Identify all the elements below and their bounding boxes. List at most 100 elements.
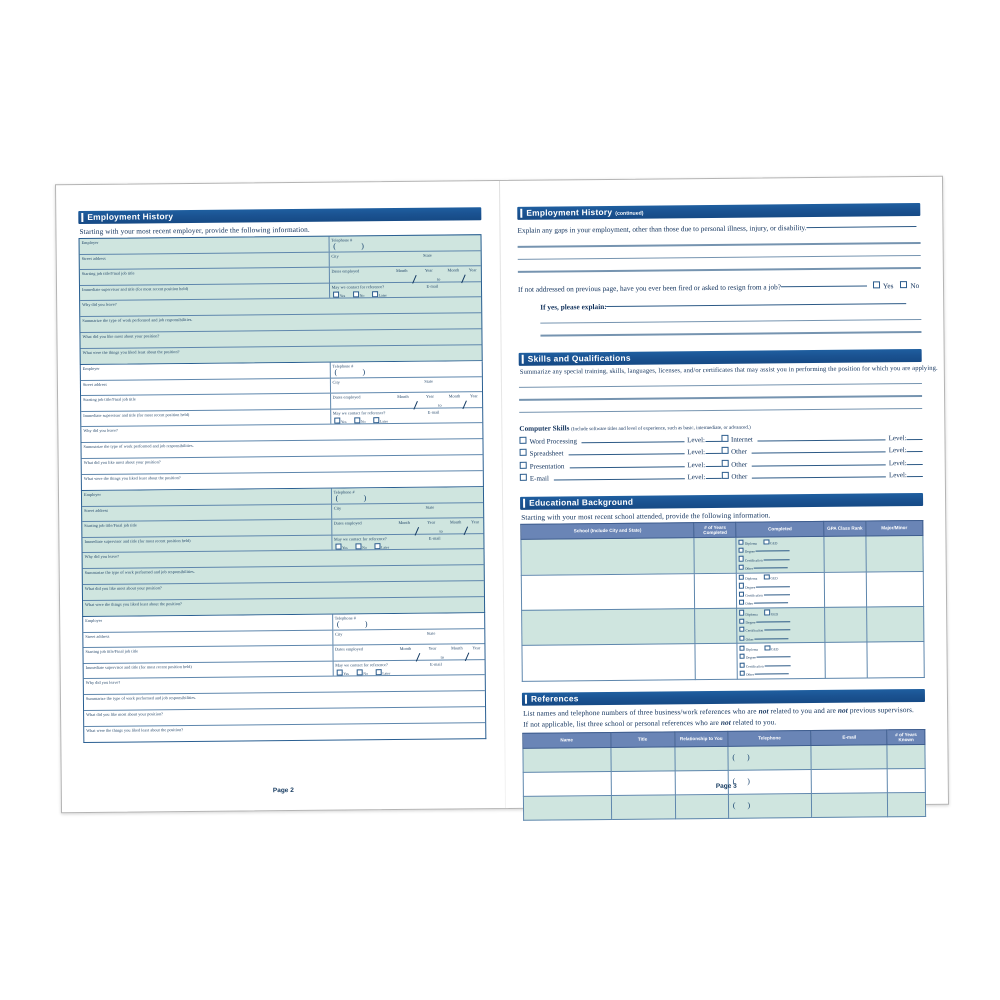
reference-name-cell[interactable] <box>522 747 611 773</box>
if-yes-line[interactable] <box>606 302 907 307</box>
checkbox-icon[interactable] <box>335 543 342 550</box>
if-yes-line-3[interactable] <box>540 330 922 337</box>
checkbox-icon[interactable] <box>519 461 527 469</box>
education-major-cell[interactable] <box>866 641 925 678</box>
reference-years-known-cell[interactable] <box>887 792 926 817</box>
computer-skill-row[interactable]: Other Level: <box>721 445 923 456</box>
level-input[interactable] <box>705 472 722 480</box>
computer-skill-input[interactable] <box>757 433 886 442</box>
level-input[interactable] <box>906 470 923 478</box>
field-telephone[interactable]: Telephone #() <box>330 361 482 379</box>
education-gpa-cell[interactable] <box>824 606 867 643</box>
education-gpa-cell[interactable] <box>824 571 867 608</box>
degree-line[interactable] <box>756 581 791 588</box>
certification-line[interactable] <box>764 661 791 667</box>
field-city-state[interactable]: City State <box>329 251 481 267</box>
checkbox-icon[interactable] <box>738 539 744 545</box>
opt-degree[interactable]: Degree <box>738 547 755 554</box>
level-input[interactable] <box>705 459 722 467</box>
education-school-cell[interactable] <box>521 608 696 646</box>
opt-degree[interactable]: Degree <box>739 618 756 625</box>
checkbox-icon[interactable] <box>738 574 745 580</box>
checkbox-icon[interactable] <box>764 609 770 616</box>
field-dates-employed[interactable]: Dates employed Month Year Month Year to <box>329 266 481 284</box>
checkbox-icon[interactable] <box>739 599 745 606</box>
checkbox-icon[interactable] <box>519 449 527 457</box>
education-gpa-cell[interactable] <box>824 536 867 572</box>
checkbox-icon[interactable] <box>721 447 729 455</box>
field-city-state[interactable]: City State <box>330 377 482 393</box>
field-dates-employed[interactable]: Dates employed Month Year Month Year to <box>330 392 483 410</box>
opt-diploma[interactable]: Diploma <box>738 574 757 581</box>
ref-option-later[interactable]: Later <box>371 291 387 298</box>
degree-line[interactable] <box>756 652 791 658</box>
ref-option-yes[interactable]: Yes <box>332 291 345 298</box>
level-input[interactable] <box>705 447 722 455</box>
opt-ged[interactable]: GED <box>764 609 778 616</box>
ref-option-no[interactable]: No <box>353 417 366 424</box>
checkbox-icon[interactable] <box>764 645 771 651</box>
checkbox-icon[interactable] <box>371 291 378 298</box>
checkbox-icon[interactable] <box>738 556 744 562</box>
checkbox-icon[interactable] <box>738 564 744 570</box>
computer-skill-row[interactable]: E-mail Level: <box>519 472 722 483</box>
if-yes-line-2[interactable] <box>540 318 922 324</box>
education-school-cell[interactable] <box>521 643 696 681</box>
checkbox-icon[interactable] <box>739 626 745 633</box>
skills-line-3[interactable] <box>519 407 923 413</box>
education-school-cell[interactable] <box>520 537 695 575</box>
checkbox-icon[interactable] <box>739 645 745 651</box>
computer-skill-input[interactable] <box>553 472 685 481</box>
education-major-cell[interactable] <box>866 606 924 643</box>
checkbox-icon[interactable] <box>353 417 360 424</box>
education-years-cell[interactable] <box>694 572 737 609</box>
checkbox-icon[interactable] <box>352 291 359 298</box>
checkbox-icon[interactable] <box>738 591 745 597</box>
certification-line[interactable] <box>763 554 790 561</box>
education-completed-cell[interactable]: Diploma GED Degree Certification Other <box>735 536 825 573</box>
ref-option-no[interactable]: No <box>356 669 368 676</box>
checkbox-icon[interactable] <box>900 280 908 288</box>
opt-ged[interactable]: GED <box>763 539 777 545</box>
checkbox-icon[interactable] <box>739 662 745 668</box>
ref-option-later[interactable]: Later <box>374 543 389 550</box>
checkbox-icon[interactable] <box>720 434 729 442</box>
level-input[interactable] <box>906 432 923 441</box>
education-major-cell[interactable] <box>866 570 924 607</box>
computer-skill-row[interactable]: Presentation Level: <box>519 459 722 471</box>
reference-email-cell[interactable] <box>811 744 888 770</box>
education-completed-cell[interactable]: Diploma GED Degree Certification Other <box>736 607 826 644</box>
opt-diploma[interactable]: Diploma <box>738 539 757 545</box>
opt-ged[interactable]: GED <box>764 574 778 581</box>
ref-option-yes[interactable]: Yes <box>336 669 349 676</box>
opt-degree[interactable]: Degree <box>739 653 756 660</box>
computer-skill-input[interactable] <box>581 435 685 444</box>
fired-yes-option[interactable]: Yes <box>872 281 894 290</box>
field-dates-employed[interactable]: Dates employed Month Year Month Year to <box>333 644 485 662</box>
computer-skill-input[interactable] <box>752 445 886 454</box>
reference-telephone-cell[interactable]: ( ) <box>728 793 813 819</box>
computer-skill-row[interactable]: Internet Level: <box>720 432 923 444</box>
certification-line[interactable] <box>764 625 791 631</box>
opt-diploma[interactable]: Diploma <box>739 610 758 616</box>
reference-relationship-cell[interactable] <box>674 746 728 771</box>
other-line[interactable] <box>753 563 788 569</box>
checkbox-icon[interactable] <box>355 543 362 550</box>
computer-skill-row[interactable]: Word Processing Level: <box>519 434 722 446</box>
reference-email-cell[interactable] <box>811 792 889 818</box>
opt-degree[interactable]: Degree <box>738 583 755 589</box>
checkbox-icon[interactable] <box>721 459 729 467</box>
field-telephone[interactable]: Telephone #() <box>329 235 481 253</box>
skills-line-2[interactable] <box>519 394 923 401</box>
level-input[interactable] <box>704 434 722 443</box>
education-completed-cell[interactable]: Diploma GED Degree Certification Other <box>736 571 825 609</box>
level-input[interactable] <box>906 457 923 465</box>
education-years-cell[interactable] <box>694 537 737 574</box>
opt-certification[interactable]: Certification <box>739 626 763 633</box>
degree-line[interactable] <box>756 617 791 623</box>
degree-line[interactable] <box>755 546 790 552</box>
checkbox-icon[interactable] <box>763 539 770 545</box>
opt-other[interactable]: Other <box>739 670 754 677</box>
computer-skill-row[interactable]: Spreadsheet Level: <box>519 447 722 458</box>
computer-skill-input[interactable] <box>569 460 685 469</box>
